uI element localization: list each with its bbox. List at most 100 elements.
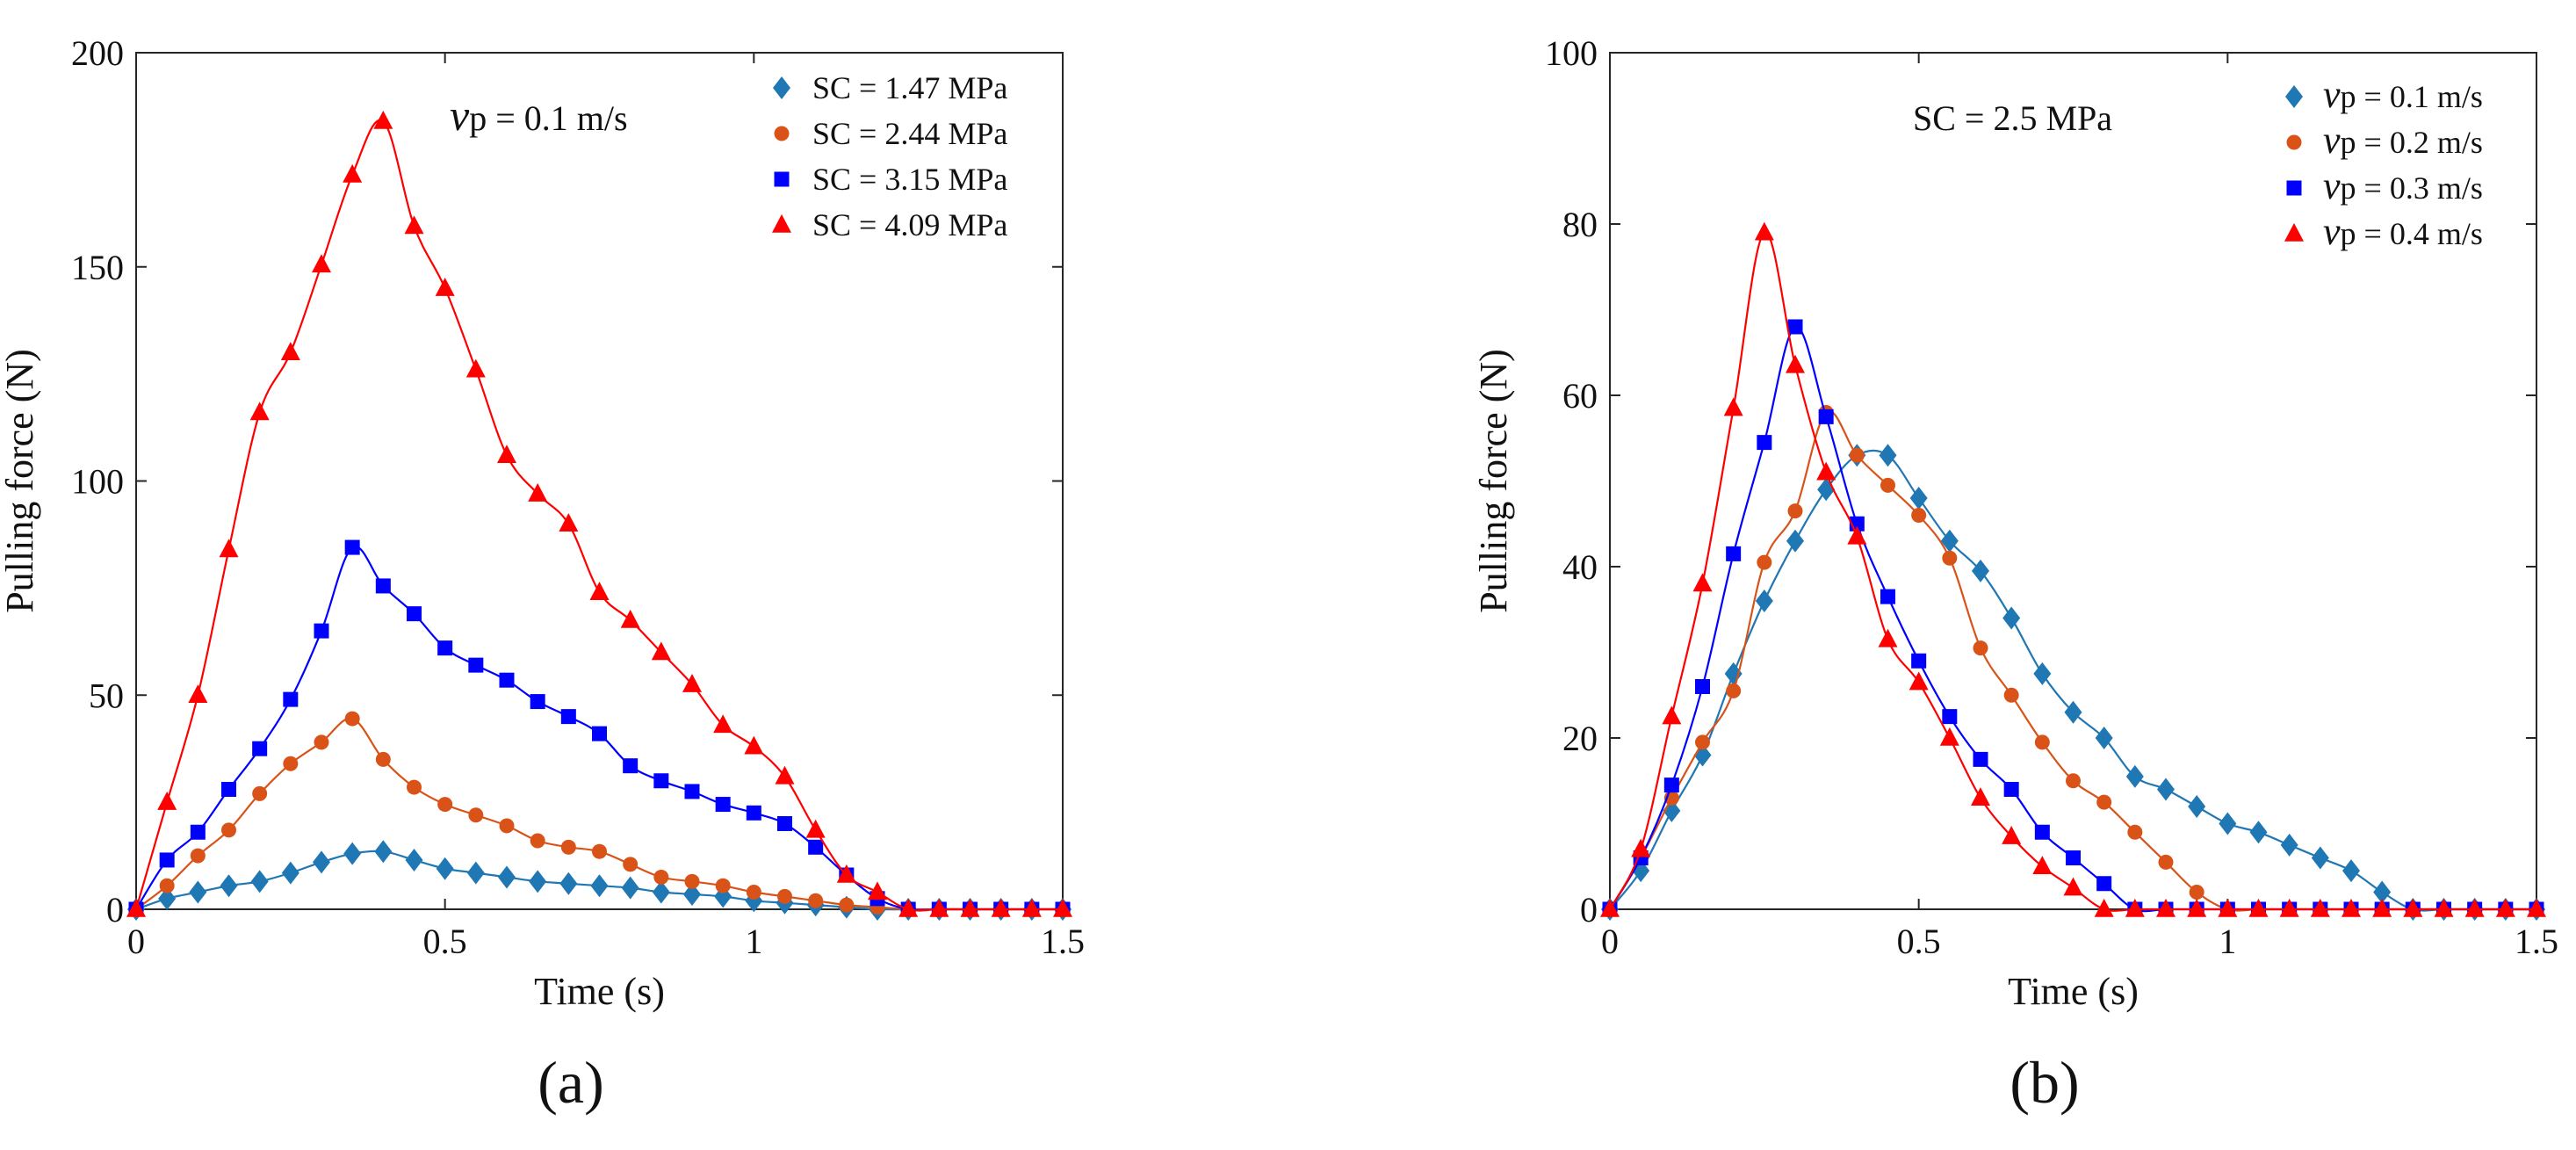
data-point	[250, 870, 269, 893]
data-point	[560, 839, 576, 855]
data-point	[684, 873, 700, 889]
data-point	[2434, 898, 2454, 917]
data-point	[808, 839, 824, 855]
data-point	[468, 807, 484, 823]
data-point	[651, 641, 671, 661]
data-point	[465, 358, 486, 378]
data-point	[2125, 898, 2145, 917]
x-axis-title: Time (s)	[2008, 970, 2139, 1013]
data-point	[312, 254, 331, 273]
panel-a: 0 0.5 1 1.5 0 50 100 150 200 Time (s) Pulling forc…	[0, 33, 1085, 1116]
data-point	[190, 824, 206, 840]
data-point	[1726, 683, 1742, 698]
series-4	[1600, 221, 2546, 917]
data-point	[530, 833, 545, 849]
data-point	[221, 822, 236, 838]
legend-marker	[2285, 85, 2303, 108]
data-point	[437, 640, 453, 656]
legend-entry-label: vp = 0.4 m/s	[2323, 210, 2483, 253]
data-point	[715, 878, 731, 893]
data-point	[2403, 898, 2423, 917]
y-tick-label: 80	[1562, 205, 1598, 244]
y-tick-label: 100	[1545, 33, 1598, 73]
data-point	[1755, 589, 1773, 612]
data-point	[2279, 898, 2299, 917]
data-point	[313, 850, 330, 874]
data-point	[2066, 773, 2081, 789]
legend-marker	[774, 171, 790, 187]
y-tick-label: 0	[106, 890, 124, 929]
data-point	[2341, 898, 2361, 917]
data-point	[499, 818, 515, 834]
legend-marker	[2284, 222, 2304, 242]
data-point	[683, 882, 701, 906]
data-point	[283, 756, 299, 771]
data-point	[497, 445, 516, 464]
series-line	[1609, 449, 2536, 912]
data-point	[2310, 898, 2330, 917]
legend-marker	[772, 213, 791, 233]
data-point	[2157, 778, 2175, 801]
data-point	[220, 874, 238, 898]
data-point	[2063, 877, 2083, 896]
panel-b: 0 0.5 1 1.5 0 20 40 60 80 100 Time (s) Pulling forc…	[1472, 33, 2558, 1116]
data-point	[2342, 859, 2360, 883]
data-point	[1971, 787, 1990, 806]
data-point	[2280, 833, 2298, 857]
data-point	[252, 785, 268, 801]
data-point	[281, 861, 299, 885]
data-point	[1911, 653, 1927, 669]
data-point	[684, 784, 700, 799]
data-point	[1786, 354, 1805, 373]
data-point	[715, 797, 731, 813]
data-point	[1816, 461, 1836, 481]
data-point	[2248, 898, 2269, 917]
data-point	[2158, 854, 2174, 870]
panel-label: (a)	[538, 1049, 603, 1116]
data-point	[188, 684, 208, 704]
y-axis-title: Pulling force (N)	[0, 349, 41, 613]
data-point	[2002, 826, 2022, 844]
data-point	[559, 513, 579, 532]
data-point	[836, 864, 856, 883]
data-point	[436, 857, 454, 880]
data-point	[1695, 734, 1710, 750]
data-point	[2249, 821, 2268, 844]
data-point	[158, 886, 177, 910]
data-point	[249, 401, 270, 421]
data-point	[344, 539, 360, 555]
data-point	[590, 874, 609, 898]
data-point	[2094, 898, 2114, 917]
data-point	[653, 773, 669, 789]
data-point	[2127, 824, 2143, 840]
data-point	[375, 751, 391, 767]
data-point	[746, 885, 761, 900]
data-point	[1754, 221, 1774, 241]
data-point	[1940, 529, 1959, 553]
data-point	[126, 898, 146, 917]
data-point	[189, 880, 207, 904]
data-point	[2125, 764, 2144, 788]
data-point	[623, 758, 639, 774]
data-point	[2002, 606, 2021, 630]
data-point	[1878, 628, 1898, 647]
series-3	[1602, 319, 2544, 917]
data-point	[1942, 550, 1958, 566]
data-point	[2066, 850, 2081, 865]
legend-entry-label: SC = 3.15 MPa	[812, 162, 1007, 197]
data-point	[314, 734, 329, 750]
x-tick-label: 0.5	[423, 922, 467, 961]
data-point	[1847, 525, 1867, 545]
data-point	[1818, 409, 1834, 424]
x-tick-label: 1	[2219, 922, 2236, 961]
data-point	[2188, 795, 2206, 818]
data-point	[468, 657, 484, 673]
data-point	[404, 215, 424, 235]
legend-marker	[2286, 180, 2302, 196]
data-point	[2218, 898, 2238, 917]
legend-entry-label: vp = 0.2 m/s	[2323, 119, 2483, 162]
data-point	[682, 673, 702, 692]
data-point	[2032, 856, 2053, 875]
data-point	[2003, 687, 2019, 703]
data-point	[1880, 589, 1895, 604]
